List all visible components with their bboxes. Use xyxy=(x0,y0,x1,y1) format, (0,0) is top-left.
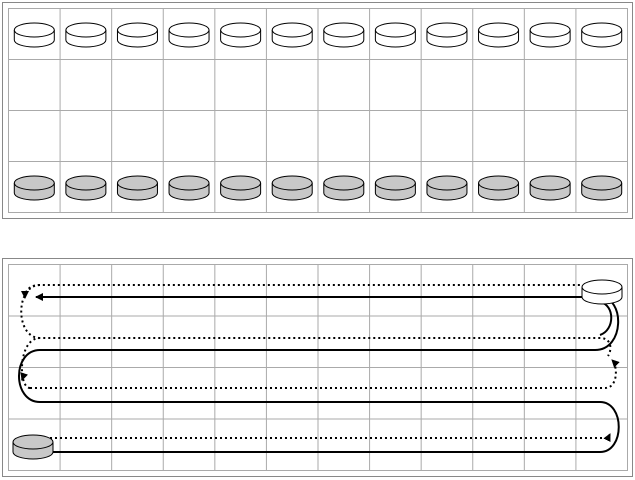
piece-top xyxy=(478,175,520,191)
arrow xyxy=(21,284,41,299)
piece xyxy=(581,279,623,305)
grid-lines xyxy=(8,264,628,471)
piece xyxy=(581,22,623,48)
piece-top xyxy=(426,22,468,38)
path-dotted xyxy=(30,359,620,389)
piece-top xyxy=(220,22,262,38)
piece-top xyxy=(13,175,55,191)
piece xyxy=(220,175,262,201)
piece-top xyxy=(529,22,571,38)
piece xyxy=(426,175,468,201)
piece xyxy=(323,22,365,48)
piece xyxy=(271,175,313,201)
piece xyxy=(13,175,55,201)
piece xyxy=(426,22,468,48)
piece xyxy=(271,22,313,48)
piece xyxy=(168,175,210,201)
piece xyxy=(12,434,54,460)
piece xyxy=(116,175,158,201)
piece xyxy=(529,22,571,48)
piece-top xyxy=(581,175,623,191)
piece-top xyxy=(581,22,623,38)
piece-top xyxy=(168,175,210,191)
piece-top xyxy=(271,175,313,191)
piece-top xyxy=(323,22,365,38)
piece-top xyxy=(426,175,468,191)
piece-top xyxy=(168,22,210,38)
piece-top xyxy=(12,434,54,450)
piece-top xyxy=(271,22,313,38)
piece xyxy=(478,175,520,201)
piece-top xyxy=(478,22,520,38)
piece-top xyxy=(220,175,262,191)
piece xyxy=(374,175,416,201)
path-dotted xyxy=(40,433,611,443)
piece-top xyxy=(13,22,55,38)
piece xyxy=(478,22,520,48)
piece xyxy=(116,22,158,48)
piece xyxy=(168,22,210,48)
piece xyxy=(13,22,55,48)
piece xyxy=(65,22,107,48)
piece-top xyxy=(323,175,365,191)
piece-top xyxy=(374,22,416,38)
piece-top xyxy=(116,22,158,38)
pieces xyxy=(12,279,623,460)
piece xyxy=(374,22,416,48)
piece-top xyxy=(581,279,623,295)
piece-top xyxy=(116,175,158,191)
path-solid xyxy=(18,293,620,453)
piece xyxy=(65,175,107,201)
piece xyxy=(323,175,365,201)
grid-lines xyxy=(8,8,628,213)
pieces xyxy=(13,22,623,201)
piece-top xyxy=(65,175,107,191)
piece xyxy=(529,175,571,201)
arrow xyxy=(20,372,29,381)
piece xyxy=(581,175,623,201)
piece-top xyxy=(65,22,107,38)
piece-top xyxy=(374,175,416,191)
piece xyxy=(220,22,262,48)
piece-top xyxy=(529,175,571,191)
